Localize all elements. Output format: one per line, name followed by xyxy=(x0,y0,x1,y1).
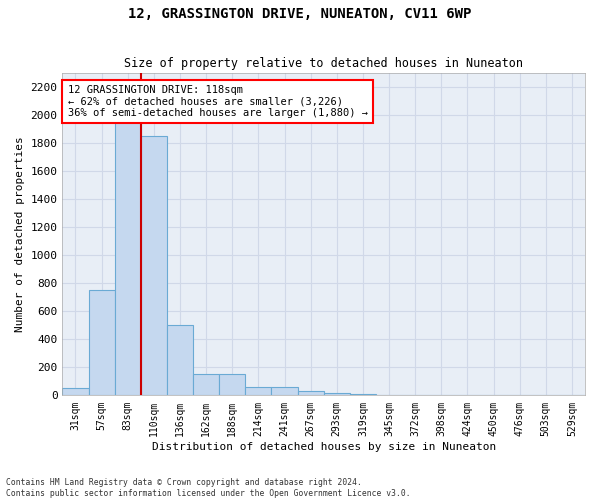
Bar xyxy=(62,388,89,396)
Bar xyxy=(298,391,324,396)
Y-axis label: Number of detached properties: Number of detached properties xyxy=(15,136,25,332)
Bar xyxy=(115,108,141,396)
X-axis label: Distribution of detached houses by size in Nuneaton: Distribution of detached houses by size … xyxy=(152,442,496,452)
Bar xyxy=(324,394,350,396)
Bar xyxy=(89,290,115,396)
Title: Size of property relative to detached houses in Nuneaton: Size of property relative to detached ho… xyxy=(124,56,523,70)
Bar xyxy=(350,394,376,396)
Text: 12, GRASSINGTON DRIVE, NUNEATON, CV11 6WP: 12, GRASSINGTON DRIVE, NUNEATON, CV11 6W… xyxy=(128,8,472,22)
Bar xyxy=(141,136,167,396)
Text: Contains HM Land Registry data © Crown copyright and database right 2024.
Contai: Contains HM Land Registry data © Crown c… xyxy=(6,478,410,498)
Text: 12 GRASSINGTON DRIVE: 118sqm
← 62% of detached houses are smaller (3,226)
36% of: 12 GRASSINGTON DRIVE: 118sqm ← 62% of de… xyxy=(68,84,368,118)
Bar xyxy=(193,374,219,396)
Bar xyxy=(245,387,271,396)
Bar xyxy=(219,374,245,396)
Bar xyxy=(167,326,193,396)
Bar xyxy=(271,387,298,396)
